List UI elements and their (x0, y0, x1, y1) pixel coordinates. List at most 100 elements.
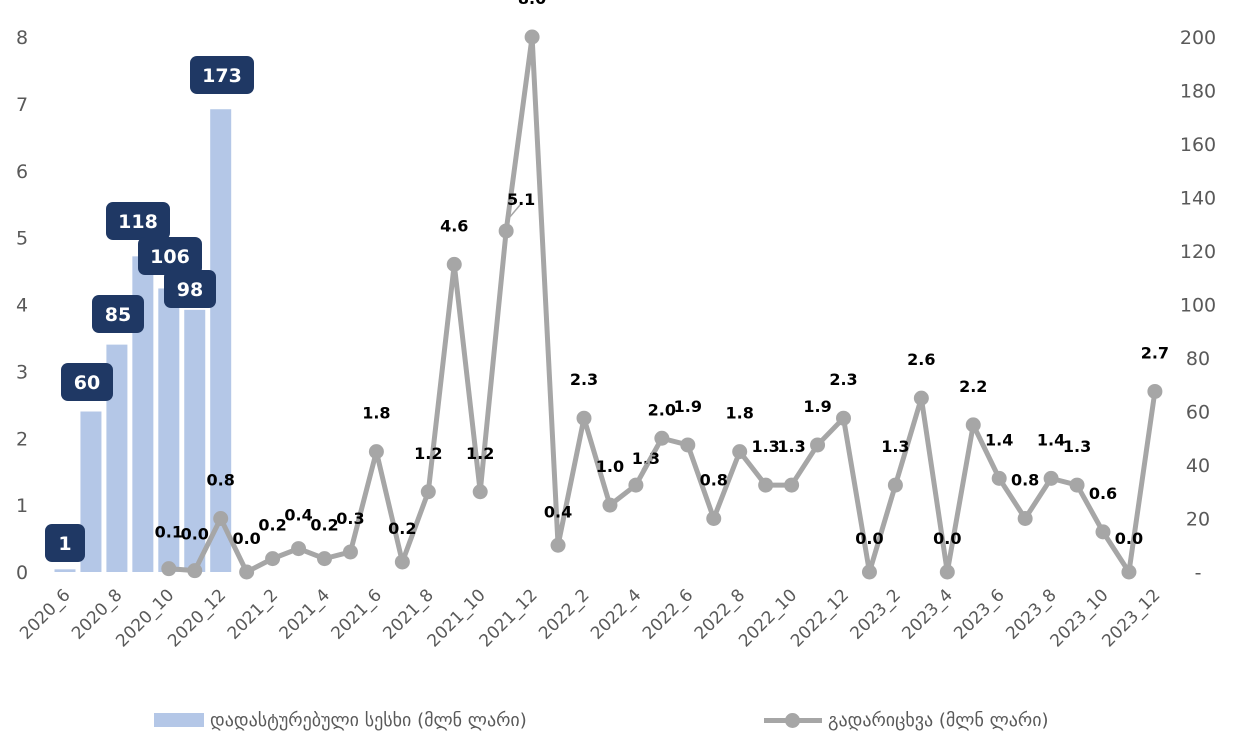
line-data-label: 0.6 (1089, 484, 1117, 503)
line-data-label: 0.0 (933, 529, 961, 548)
right-axis: - 20 40 60 80 100 120 140 160 180 200 (1180, 27, 1216, 584)
line-data-label: 0.0 (855, 529, 883, 548)
line-data-label: 1.3 (881, 437, 909, 456)
bar (106, 344, 128, 572)
line-data-label: 0.0 (232, 529, 260, 548)
line-data-labels: 0.10.00.80.00.20.40.20.31.80.21.24.61.25… (155, 0, 1169, 548)
line-data-label: 0.8 (700, 471, 728, 490)
line-data-label: 0.1 (155, 523, 183, 542)
line-data-label: 2.7 (1141, 343, 1169, 362)
line-data-label: 0.4 (544, 502, 572, 521)
legend-item-bar[interactable]: დადასტურებული სესხი (მლნ ლარი) (154, 706, 527, 734)
bar-data-label: 118 (118, 211, 158, 233)
legend-line-label: გადარიცხვა (მლნ ლარი) (828, 709, 1049, 731)
line-point (498, 223, 514, 239)
bar-data-label-box (106, 202, 170, 240)
line-point (861, 564, 877, 580)
line-point (213, 511, 229, 526)
line-data-label: 1.0 (596, 457, 624, 476)
line-data-label: 1.2 (414, 444, 442, 463)
line-point (524, 29, 540, 45)
line-point (887, 477, 903, 493)
bar-data-label: 85 (105, 304, 131, 326)
left-axis: 0 1 2 3 4 5 6 7 8 (16, 27, 28, 584)
bar-series (54, 109, 232, 572)
line-point (1043, 470, 1059, 486)
legend-line-swatch (764, 713, 822, 728)
x-axis-tick-label: 2021_4 (276, 585, 334, 643)
line-data-label: 4.6 (440, 216, 468, 235)
bar-data-label-box (92, 295, 144, 333)
bar-data-label-box (138, 237, 202, 275)
line-point (836, 410, 851, 426)
leader-line (641, 447, 656, 471)
line-point (1017, 511, 1033, 526)
legend-item-line[interactable]: გადარიცხვა (მლნ ლარი) (764, 706, 1049, 734)
line-data-label: 2.3 (829, 370, 857, 389)
right-axis-tick-label: - (1195, 562, 1202, 584)
line-point (706, 511, 722, 526)
line-data-label: 1.3 (632, 449, 660, 468)
bar-data-label-box (190, 56, 254, 94)
left-axis-tick-label: 7 (16, 94, 28, 116)
x-axis-tick-label: 2023_6 (950, 585, 1008, 643)
left-axis-tick-label: 8 (16, 27, 28, 49)
line-point (654, 430, 670, 446)
line-data-label: 1.3 (1063, 437, 1091, 456)
legend: დადასტურებული სესხი (მლნ ლარი) გადარიცხვ… (0, 706, 1245, 736)
bar-data-labels: 1 60 85 118 106 98 173 (45, 56, 254, 562)
line-data-label: 1.9 (803, 397, 831, 416)
left-axis-tick-label: 2 (16, 428, 28, 450)
line-point (342, 544, 358, 560)
line-point (680, 437, 696, 453)
line-point (965, 417, 981, 433)
line-data-label: 1.3 (777, 437, 805, 456)
line-point (187, 563, 203, 579)
x-axis: 2020_62020_82020_102020_122021_22021_420… (16, 585, 1164, 651)
right-axis-tick-label: 40 (1186, 455, 1210, 477)
line-data-label: 1.4 (1037, 430, 1065, 449)
right-axis-tick-label: 20 (1186, 509, 1210, 531)
right-axis-tick-label: 120 (1180, 241, 1216, 263)
line-data-label: 1.4 (985, 430, 1013, 449)
line-point (913, 390, 929, 406)
line-point (239, 564, 255, 580)
line-point (628, 477, 644, 493)
line-data-label: 5.1 (507, 190, 535, 209)
right-axis-tick-label: 140 (1180, 188, 1216, 210)
bar (132, 256, 154, 572)
line-data-label: 2.6 (907, 350, 935, 369)
line-data-label: 1.8 (726, 404, 754, 423)
bar-data-label: 1 (58, 533, 71, 555)
right-axis-tick-label: 200 (1180, 27, 1216, 49)
right-axis-tick-label: 180 (1180, 81, 1216, 103)
line-point (472, 484, 488, 500)
bar (54, 569, 76, 572)
line-point (602, 497, 618, 513)
left-axis-tick-label: 5 (16, 228, 28, 250)
line-point (317, 551, 332, 567)
left-axis-tick-label: 4 (16, 295, 28, 317)
line-data-label: 0.3 (336, 509, 364, 528)
line-point (265, 551, 281, 567)
line-point (1069, 477, 1085, 493)
bar (184, 309, 206, 572)
line-point (576, 410, 592, 426)
left-axis-tick-label: 0 (16, 562, 28, 584)
leader-line (508, 204, 521, 219)
right-axis-tick-label: 160 (1180, 134, 1216, 156)
bar-data-label: 60 (74, 372, 100, 394)
line-data-label: 1.3 (751, 437, 779, 456)
bar-data-label: 98 (177, 279, 203, 301)
line-data-label: 0.0 (181, 525, 209, 544)
line-data-label: 2.2 (959, 377, 987, 396)
right-axis-tick-label: 60 (1186, 402, 1210, 424)
line-point (732, 444, 748, 460)
line-data-label: 1.8 (362, 404, 390, 423)
bar (210, 109, 232, 572)
line-point (758, 477, 774, 493)
bar (80, 411, 102, 572)
line-point (161, 561, 177, 577)
line-data-label: 8.0 (518, 0, 546, 8)
